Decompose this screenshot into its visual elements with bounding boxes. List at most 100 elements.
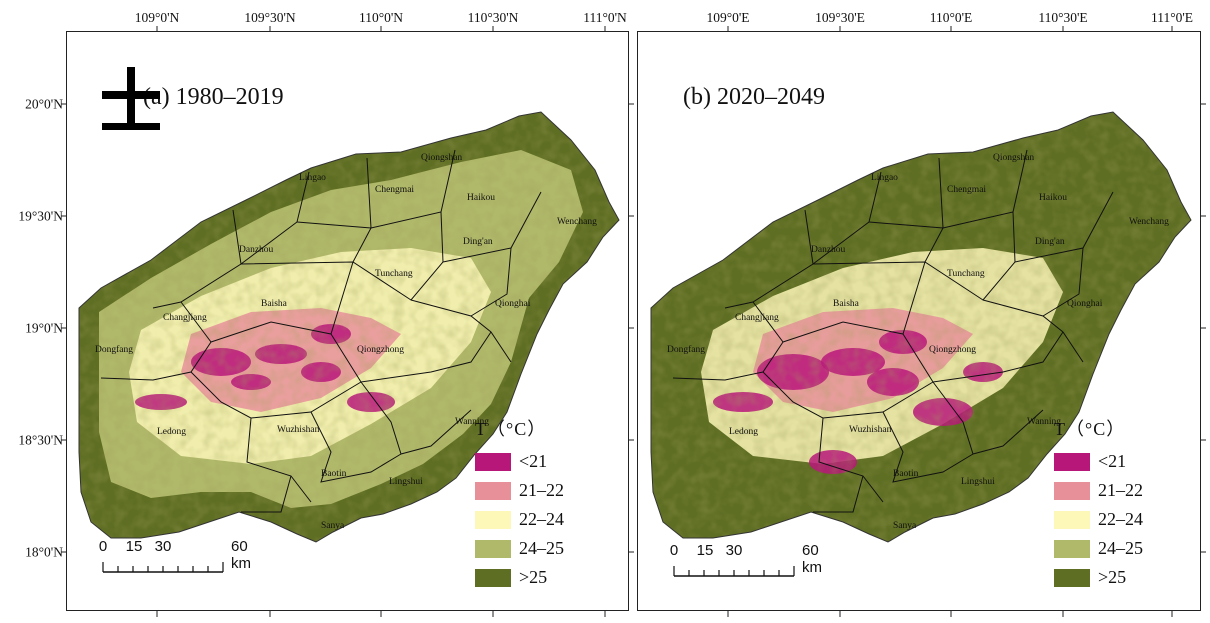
city-label: Qiongshan	[421, 153, 462, 163]
legend-title: T（°C）	[475, 419, 547, 439]
city-label: Dongfang	[667, 344, 705, 355]
county-border	[932, 381, 1044, 455]
city-label: Wanning	[1027, 417, 1061, 427]
scale-label: 30	[725, 542, 743, 559]
city-label: Qionghai	[1067, 299, 1103, 309]
city-label: Qiongzhong	[357, 345, 404, 355]
hainan-map-a: Lingao Qiongshan Chengmai Haikou Wenchang Dan…	[78, 111, 620, 543]
city-label: Lingao	[299, 173, 326, 183]
map-panel-b: Lingao Qiongshan Chengmai Haikou Wenchang Dan…	[637, 31, 1201, 611]
city-label: Wanning	[455, 417, 489, 427]
city-label: Chengmai	[947, 185, 986, 195]
county-border	[330, 331, 492, 383]
city-label: Ledong	[729, 427, 758, 437]
lon-label: 110°0'N	[358, 10, 404, 25]
lat-label: 20°0'N	[25, 96, 63, 112]
legend-swatch	[475, 452, 511, 471]
city-label: Tunchang	[375, 269, 413, 279]
city-label: Baotin	[321, 469, 347, 479]
city-label: Ding'an	[1035, 237, 1065, 247]
legend-label: >25	[519, 567, 548, 587]
city-label: Wenchang	[1129, 217, 1169, 227]
coastline	[650, 111, 1192, 543]
legend-label: 22–24	[1098, 509, 1143, 529]
city-label: Lingao	[871, 173, 898, 183]
lon-label: 110°30'E	[1038, 10, 1088, 25]
county-border	[210, 261, 354, 343]
county-border	[813, 475, 864, 513]
lat-label: 18°30'N	[18, 432, 63, 448]
city-label: Ledong	[157, 427, 186, 437]
map-panel-a: Lingao Qiongshan Chengmai Haikou Wenchang Dan…	[66, 31, 629, 611]
lon-label: 111°0'N	[583, 10, 627, 25]
city-label: Ding'an	[463, 237, 493, 247]
city-label: Baisha	[833, 299, 860, 309]
lon-label: 109°30'E	[815, 10, 865, 25]
city-label: Baisha	[261, 299, 288, 309]
legend-swatch	[475, 481, 511, 500]
county-border	[982, 299, 1084, 363]
hainan-map-b: Lingao Qiongshan Chengmai Haikou Wenchang Dan…	[650, 111, 1192, 543]
legend-label: 24–25	[1098, 538, 1143, 558]
county-border	[410, 299, 512, 363]
county-border	[762, 371, 884, 503]
legend-label: >25	[1098, 567, 1127, 587]
county-border	[360, 381, 472, 455]
city-label: Changjiang	[735, 313, 779, 323]
panel-title-b: (b) 2020–2049	[683, 84, 825, 110]
legend-label: 22–24	[519, 509, 564, 529]
legend-swatch	[1054, 481, 1090, 500]
city-label: Baotin	[893, 469, 919, 479]
legend-label: <21	[1098, 451, 1127, 471]
city-label: Sanya	[321, 521, 345, 531]
county-border	[868, 149, 1028, 229]
county-border	[902, 331, 1064, 383]
city-label: Dongfang	[95, 344, 133, 355]
city-label: Sanya	[893, 521, 917, 531]
lon-label: 109°30'N	[244, 10, 296, 25]
lon-label: 110°0'E	[929, 10, 973, 25]
legend-swatch	[475, 510, 511, 529]
legend-swatch	[475, 568, 511, 587]
scale-bar-b: 0 15 30 60 km	[669, 542, 822, 584]
city-label: Tunchang	[947, 269, 985, 279]
lon-label: 110°30'N	[467, 10, 519, 25]
legend-swatch	[475, 539, 511, 558]
legend-swatch	[1054, 539, 1090, 558]
legend-label: 21–22	[519, 480, 564, 500]
lat-label: 19°30'N	[18, 208, 63, 224]
scale-label: 0	[669, 542, 679, 559]
legend-label: 21–22	[1098, 480, 1143, 500]
legend-swatch	[1054, 452, 1090, 471]
city-label: Wuzhishan	[277, 425, 320, 435]
city-label: Haikou	[1039, 193, 1067, 203]
coastline	[78, 111, 620, 543]
panel-title-a: (a) 1980–2019	[143, 84, 284, 110]
legend-label: 24–25	[519, 538, 564, 558]
scale-label: 60 km	[231, 538, 251, 572]
city-label: Wuzhishan	[849, 425, 892, 435]
lat-label: 19°0'N	[25, 320, 63, 336]
county-border	[1042, 247, 1084, 317]
city-label: Danzhou	[811, 245, 846, 255]
scale-bar-a: 0 15 30 60 km	[98, 538, 251, 580]
north-arrow	[100, 67, 162, 138]
county-border	[782, 261, 926, 343]
city-label: Lingshui	[961, 477, 995, 487]
legend-label: <21	[519, 451, 548, 471]
county-border	[470, 247, 512, 317]
legend-a: T（°C） <21 21–22 22–24 24–25 >25	[475, 415, 564, 592]
city-label: Lingshui	[389, 477, 423, 487]
county-border	[882, 411, 974, 483]
legend-b: T（°C） <21 21–22 22–24 24–25 >25	[1054, 415, 1143, 592]
lat-label: 18°0'N	[25, 544, 63, 560]
legend-title: T（°C）	[1054, 419, 1126, 439]
city-label: Changjiang	[163, 313, 207, 323]
city-label: Haikou	[467, 193, 495, 203]
county-border	[241, 475, 292, 513]
county-border	[296, 149, 456, 229]
scale-label: 0	[98, 538, 108, 555]
city-label: Wenchang	[557, 217, 597, 227]
county-border	[190, 371, 312, 503]
scale-label: 30	[154, 538, 172, 555]
